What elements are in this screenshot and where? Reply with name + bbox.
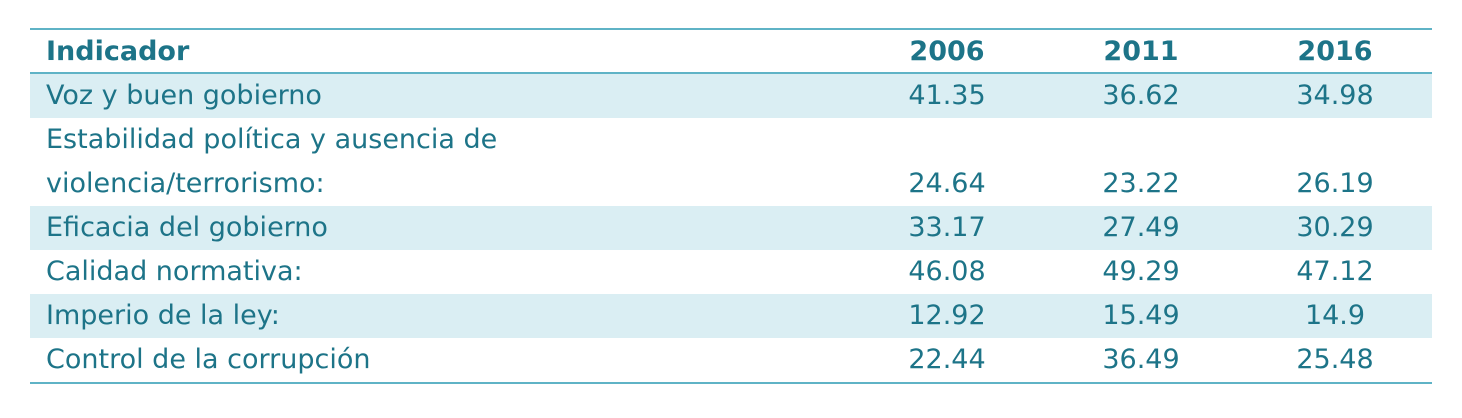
indicator-table: Indicador 2006 2011 2016 Voz y buen gobiern… — [30, 28, 1432, 384]
table-row: Control de la corrupción 22.44 36.49 25.48 — [30, 338, 1432, 383]
value-cell: 30.29 — [1296, 212, 1374, 243]
column-header: 2006 — [909, 35, 985, 67]
table-header: Indicador 2006 2011 2016 — [30, 29, 1432, 73]
indicator-cell: Eficacia del gobierno — [46, 212, 328, 243]
value-cell: 49.29 — [1102, 256, 1180, 287]
value-cell: 24.64 — [908, 168, 986, 199]
table-row: Estabilidad política y ausencia de viole… — [30, 118, 1432, 206]
table-body: Voz y buen gobierno 41.35 36.62 34.98 Estabi… — [30, 73, 1432, 383]
value-cell: 46.08 — [908, 256, 986, 287]
value-cell: 41.35 — [908, 80, 986, 111]
value-cell: 15.49 — [1102, 300, 1180, 331]
indicator-text: Estabilidad política y ausencia de viole… — [46, 124, 498, 199]
header-row: Indicador 2006 2011 2016 — [30, 29, 1432, 73]
value-cell: 23.22 — [1102, 168, 1180, 199]
indicator-cell: Voz y buen gobierno — [46, 80, 322, 111]
value-cell: 22.44 — [908, 344, 986, 375]
value-cell: 14.9 — [1304, 300, 1366, 331]
column-header: 2016 — [1297, 35, 1373, 67]
indicator-cell: Control de la corrupción — [46, 344, 371, 375]
value-cell: 12.92 — [908, 300, 986, 331]
value-cell: 36.62 — [1102, 80, 1180, 111]
table-row: Voz y buen gobierno 41.35 36.62 34.98 — [30, 73, 1432, 118]
indicator-cell: Imperio de la ley: — [46, 300, 280, 331]
indicator-cell: Calidad normativa: — [46, 256, 303, 287]
table-row: Imperio de la ley: 12.92 15.49 14.9 — [30, 294, 1432, 338]
table-row: Calidad normativa: 46.08 49.29 47.12 — [30, 250, 1432, 294]
value-cell: 47.12 — [1296, 256, 1374, 287]
value-cell: 36.49 — [1102, 344, 1180, 375]
value-cell: 27.49 — [1102, 212, 1180, 243]
label-header: Indicador — [46, 35, 190, 67]
value-cell: 33.17 — [908, 212, 986, 243]
value-cell: 26.19 — [1296, 168, 1374, 199]
column-header: 2011 — [1103, 35, 1179, 67]
indicator-cell: Estabilidad política y ausencia de viole… — [30, 118, 850, 206]
table-row: Eficacia del gobierno 33.17 27.49 30.29 — [30, 206, 1432, 250]
value-cell: 25.48 — [1296, 344, 1374, 375]
value-cell: 34.98 — [1296, 80, 1374, 111]
